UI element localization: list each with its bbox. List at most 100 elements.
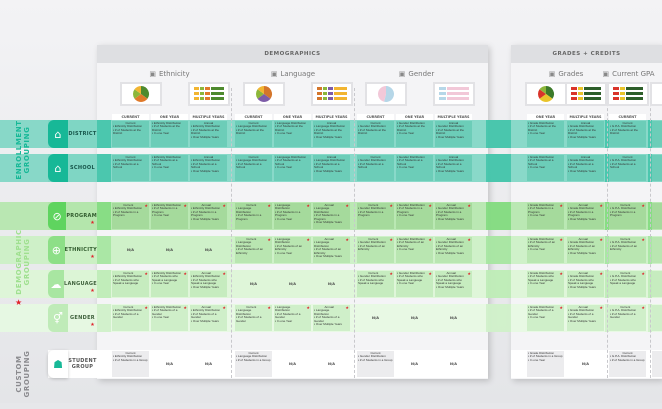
row-tab-program[interactable]: ⊘ PROGRAM ★ <box>48 202 97 230</box>
cell-period: ▪ Over Multiple Years <box>436 284 464 289</box>
cell-metric: ▪ Gender Distribution <box>436 158 464 163</box>
section-divider <box>231 88 232 378</box>
cell-period: Current <box>622 155 633 159</box>
cell-period: Current <box>370 351 381 355</box>
cell-population: ▪ # of Students in a Program <box>275 209 301 218</box>
cell-population: ▪ # of Students of a Gender <box>236 315 262 323</box>
star-icon: ★ <box>599 203 603 208</box>
bar-segment <box>613 97 619 100</box>
data-cell: ★ Current ▪ Gender Distribution ▪ # of Stud… <box>357 271 394 297</box>
bar-segment <box>619 87 626 90</box>
data-cell-clipped <box>652 237 662 263</box>
bar-segment <box>317 92 322 95</box>
cell-not-applicable: N/A <box>205 361 212 366</box>
row-tab-student-group[interactable]: ☗ STUDENT GROUP <box>48 350 97 378</box>
cell-population: ▪ # of Students at the District <box>436 127 464 136</box>
row-stripe <box>486 236 511 264</box>
cell-population: ▪ # of Students at a School <box>113 161 139 170</box>
cell-metric: ▪ Ethnicity Distribution <box>152 121 182 125</box>
cell-period: Current <box>125 121 136 125</box>
globe-icon: ▣ <box>149 70 156 78</box>
pie-slice <box>134 86 141 94</box>
data-cell: Current ▪ Language Distribution ▪ # of Stu… <box>235 121 272 147</box>
bar-row <box>439 92 469 95</box>
cell-population: ▪ # of Students in a Program <box>436 209 462 218</box>
bar-thumbnail <box>435 84 473 103</box>
cell-metric: ▪ Grade Distribution <box>568 308 595 313</box>
section-title-grades: ▣ Grades <box>527 70 605 78</box>
star-icon: ★ <box>345 203 349 208</box>
cell-metric: ▪ Language Distribution <box>314 308 330 316</box>
cell-period: Current <box>246 305 257 309</box>
data-cell: Current ▪ Language Distribution ▪ # of Stu… <box>235 351 272 377</box>
pie-slice <box>134 94 148 102</box>
cell-population: ▪ # of Students at a School <box>568 161 594 170</box>
row-stripe <box>97 154 111 182</box>
data-cell: ★ Annual ▪ Ethnicity Distribution ▪ # of St… <box>190 271 227 297</box>
row-tab-gender[interactable]: ⚥ GENDER ★ <box>48 304 97 332</box>
cell-population: ▪ # of Students at the District <box>236 127 264 136</box>
cell-metric: ▪ Language Distribution <box>314 124 346 129</box>
cell-population: ▪ # of Students at a School <box>152 158 178 166</box>
cell-metric: ▪ Language Distribution <box>275 237 291 245</box>
cell-population: ▪ # of Students in a Group <box>236 357 271 362</box>
data-cell: Annual ▪ Language Distribution ▪ # of Stud… <box>313 155 350 181</box>
bar-segment <box>584 92 601 95</box>
bar-segment <box>194 97 199 100</box>
cell-population: ▪ # of Students who Speak a Language <box>528 274 554 282</box>
cell-period: Annual <box>324 237 334 241</box>
row-tab-district[interactable]: ⌂ DISTRICT <box>48 120 97 148</box>
bar-segment <box>447 92 469 95</box>
gpa-bar-thumbnail <box>609 84 647 104</box>
cell-period: ▪ Over Multiple Years <box>568 216 596 221</box>
grades-bar-thumbnail <box>567 84 605 104</box>
row-tab-language[interactable]: ☁ LANGUAGE ★ <box>48 270 97 298</box>
row-tab-school[interactable]: ⌂ SCHOOL <box>48 154 97 182</box>
section-divider <box>650 88 651 378</box>
cell-metric: ▪ Ethnicity Distribution <box>191 206 221 211</box>
cell-not-applicable: N/A <box>450 361 457 366</box>
cell-metric: ▪ Gender Distribution <box>397 155 425 159</box>
cell-population: ▪ # of Students of a Gender <box>191 311 217 320</box>
star-icon: ★ <box>267 305 271 310</box>
bar-segment <box>626 92 643 95</box>
cell-not-applicable: N/A <box>250 281 257 286</box>
cell-population: ▪ # of Students of an Ethnicity <box>568 243 596 252</box>
bar-thumbnail <box>609 84 647 103</box>
cell-metric: ▪ Ethnicity Distribution <box>191 274 221 279</box>
data-cell: ★ Current ▪ Language Distribution ▪ # of St… <box>235 237 272 263</box>
cell-period: ▪ In one Year <box>397 165 415 170</box>
panel-header: GRADES + CREDITS <box>511 45 662 63</box>
cell-population: ▪ # of Students at a School <box>436 161 462 170</box>
data-cell: ★ ▪ Ethnicity Distribution ▪ # of Students… <box>151 203 188 229</box>
cell-population: ▪ # of Students at a School <box>610 161 636 170</box>
star-icon: ★ <box>389 271 393 276</box>
data-cell: ★ Current ▪ Ethnicity Distribution ▪ # of S… <box>112 271 149 297</box>
data-cell: Annual ▪ Grade Distribution ▪ # of Student… <box>567 155 604 181</box>
data-cell: ▪ Grade Distribution ▪ # of Students at t… <box>527 121 564 147</box>
data-cell: ▪ Grade Distribution ▪ # of Students at a… <box>527 155 564 181</box>
cell-metric: ▪ Language Distribution <box>314 158 346 163</box>
bar-segment <box>447 87 469 90</box>
cell-population: ▪ # of Students in a Program <box>191 209 217 218</box>
globe-icon: ⊕ <box>48 236 65 264</box>
cell-period: Current <box>370 121 381 125</box>
data-cell: ★ ▪ Language Distribution ▪ # of Students … <box>274 237 311 263</box>
cell-metric: ▪ Ethnicity Distribution <box>191 124 221 129</box>
cell-population: ▪ # of Students in a Program <box>113 209 139 218</box>
cell-period: ▪ Over Multiple Years <box>191 216 219 221</box>
star-icon: ★ <box>345 305 349 310</box>
grades-pie-thumbnail <box>527 84 565 104</box>
cell-population: ▪ # of Students in a Program <box>568 209 594 218</box>
bar-segment <box>626 87 643 90</box>
star-icon: ★ <box>428 271 432 276</box>
cell-population: ▪ # of Students in a Program <box>314 213 340 221</box>
star-icon: ★ <box>345 237 349 242</box>
data-cell: ★ Annual ▪ Grade Distribution ▪ # of Studen… <box>567 305 604 331</box>
cell-period: ▪ Over Multiple Years <box>568 168 596 173</box>
cell-population: ▪ # of Students in a Program <box>397 206 423 214</box>
row-tab-ethnicity[interactable]: ⊕ ETHNICITY ★ <box>48 236 97 264</box>
cell-period: Current <box>246 237 257 241</box>
cell-metric: ▪ G.P.A. Distribution <box>610 274 637 279</box>
